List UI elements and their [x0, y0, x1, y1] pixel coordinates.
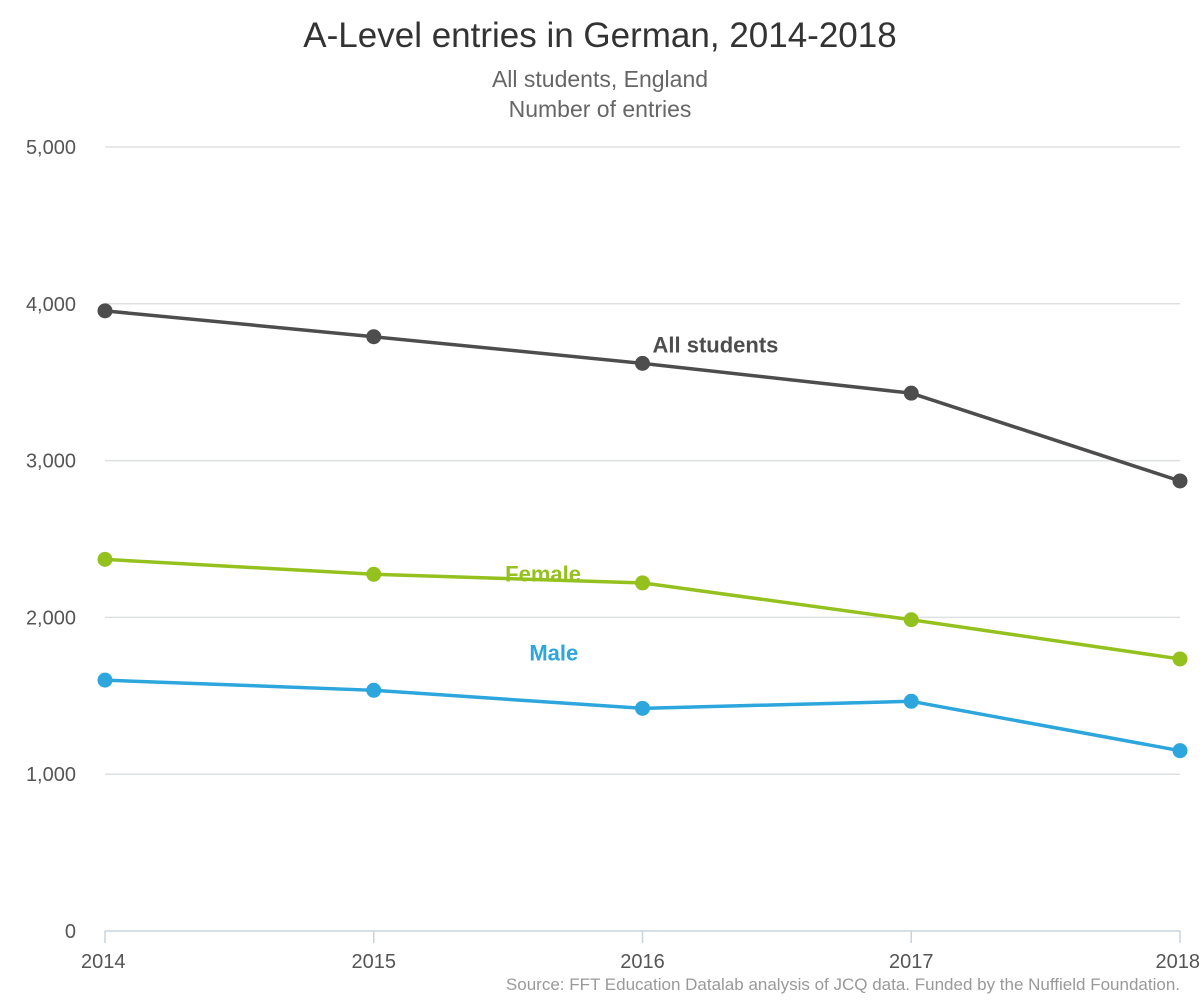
- female-label: Female: [505, 561, 581, 586]
- gridlines: [105, 146, 1180, 775]
- y-tick-label: 2,000: [26, 607, 76, 629]
- x-axis: 2014 2015 2016 2017 2018: [81, 930, 1200, 973]
- female-line: [104, 557, 1181, 661]
- male-label: Male: [529, 640, 578, 665]
- all-students-point-2018: [1172, 473, 1188, 489]
- all-students-point-2015: [366, 329, 382, 345]
- chart-subtitle-line-2: Number of entries: [509, 96, 692, 122]
- male-point-2015: [366, 682, 382, 698]
- female-point-2014: [97, 551, 113, 567]
- all-students-point-2017: [903, 385, 919, 401]
- all-students-label: All students: [653, 332, 779, 357]
- female-point-2015: [366, 566, 382, 582]
- x-tick-label: 2014: [81, 951, 126, 973]
- x-tick-label: 2015: [352, 951, 397, 973]
- all-students-line: [104, 309, 1181, 483]
- y-tick-label: 5,000: [26, 137, 76, 159]
- y-tick-label: 3,000: [26, 451, 76, 473]
- x-tick-label: 2018: [1156, 951, 1200, 973]
- series-labels: All students Female Male: [505, 332, 778, 665]
- y-tick-label: 1,000: [26, 764, 76, 786]
- chart-title: A-Level entries in German, 2014-2018: [303, 16, 896, 55]
- female-point-2017: [903, 612, 919, 628]
- male-point-2014: [97, 672, 113, 688]
- male-point-2018: [1172, 743, 1188, 759]
- female-point-2016: [635, 575, 650, 591]
- source-note: Source: FFT Education Datalab analysis o…: [506, 975, 1180, 994]
- chart-subtitle-line-1: All students, England: [492, 66, 708, 92]
- y-tick-label: 0: [65, 921, 76, 943]
- x-tick-label: 2017: [889, 951, 934, 973]
- all-students-point-2016: [635, 355, 650, 371]
- female-point-2018: [1172, 651, 1188, 667]
- male-point-2016: [635, 700, 650, 716]
- all-students-point-2014: [97, 303, 113, 319]
- series-lines: [97, 303, 1188, 759]
- x-tick-label: 2016: [620, 951, 665, 973]
- y-tick-label: 4,000: [26, 294, 76, 316]
- y-axis-tick-labels: 0 1,000 2,000 3,000 4,000 5,000: [26, 137, 76, 943]
- male-point-2017: [903, 693, 919, 709]
